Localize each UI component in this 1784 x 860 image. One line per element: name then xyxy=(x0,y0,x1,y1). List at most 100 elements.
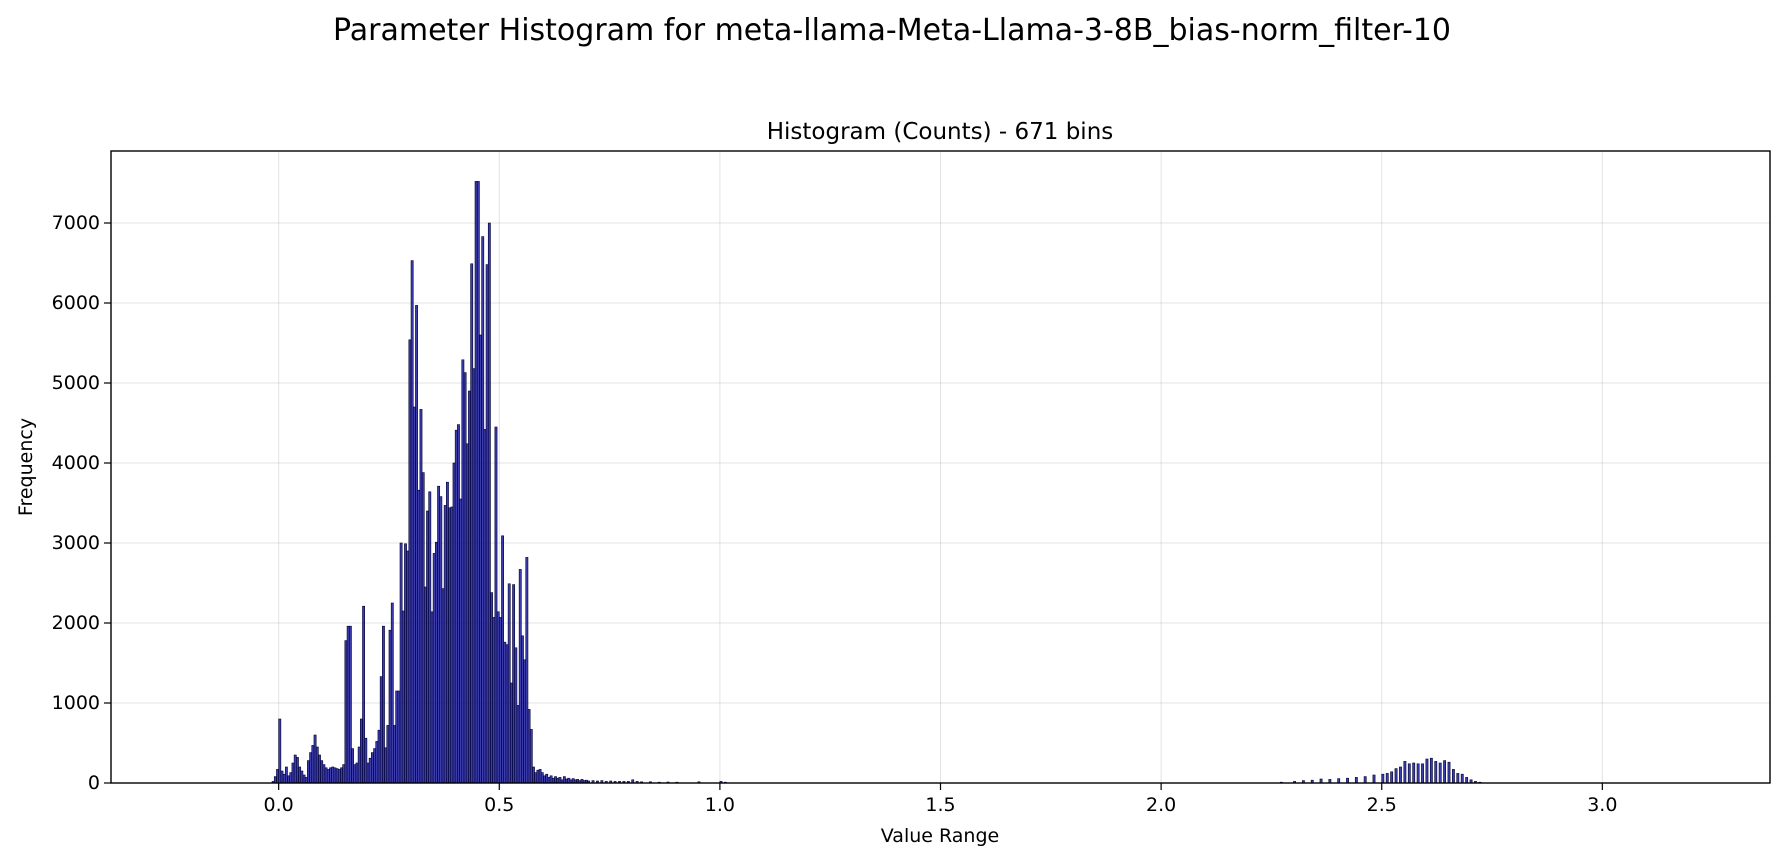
histogram-bar xyxy=(382,625,385,784)
y-tick-label: 3000 xyxy=(52,532,100,554)
histogram-bar xyxy=(276,769,279,784)
histogram-bar xyxy=(1403,761,1407,784)
histogram-bar xyxy=(408,339,412,784)
histogram-bar xyxy=(331,766,335,784)
histogram-bar xyxy=(525,557,529,784)
histogram-bar xyxy=(302,774,306,784)
histogram-bar xyxy=(534,772,538,784)
x-axis-label: Value Range xyxy=(881,825,999,847)
histogram-bar xyxy=(492,617,496,784)
axes-subtitle: Histogram (Counts) - 671 bins xyxy=(767,119,1114,145)
y-tick-label: 4000 xyxy=(52,452,100,474)
histogram-bar xyxy=(296,757,299,784)
histogram-bar xyxy=(465,443,469,784)
histogram-bar xyxy=(311,745,315,784)
histogram-bar xyxy=(532,766,535,784)
histogram-bar xyxy=(357,746,361,784)
histogram-bar xyxy=(538,769,542,784)
histogram-bar xyxy=(485,264,489,784)
histogram-bar xyxy=(1394,768,1398,784)
histogram-bar xyxy=(284,766,288,784)
histogram-bar xyxy=(507,583,511,784)
x-tick-label: 2.5 xyxy=(1367,794,1397,816)
histogram-bar xyxy=(322,764,326,784)
histogram-bar xyxy=(487,222,491,784)
histogram-bar xyxy=(510,682,513,784)
histogram-bar xyxy=(278,718,282,784)
histogram-bar xyxy=(364,737,368,784)
histogram-bar xyxy=(554,776,557,784)
histogram-bar xyxy=(1456,773,1460,784)
histogram-bar xyxy=(543,775,546,784)
histogram-bar xyxy=(313,734,317,784)
histogram-bar xyxy=(324,767,328,784)
histogram-bar xyxy=(388,629,392,784)
histogram-bar xyxy=(432,553,436,784)
histogram-bar xyxy=(1425,758,1429,784)
histogram-bar xyxy=(326,769,330,784)
y-tick-label: 1000 xyxy=(52,692,100,714)
histogram-bar xyxy=(346,625,350,784)
histogram-bar xyxy=(463,372,467,784)
histogram-bar xyxy=(468,390,471,784)
histogram-bar xyxy=(446,481,449,784)
x-tick-label: 0.0 xyxy=(264,794,294,816)
histogram-bar xyxy=(300,770,304,784)
histogram-bar xyxy=(368,757,372,784)
histogram-bar xyxy=(529,729,533,784)
histogram-bar xyxy=(523,659,527,784)
histogram-bar xyxy=(441,588,445,784)
histogram-bar xyxy=(443,505,447,784)
histogram-bar xyxy=(1429,757,1433,784)
histogram-bar xyxy=(393,725,396,784)
histogram-bar xyxy=(329,767,332,784)
histogram-bar xyxy=(545,773,549,784)
histogram-bar xyxy=(503,641,507,784)
histogram-bar xyxy=(337,769,341,784)
histogram-bar xyxy=(472,368,476,784)
histogram-bar xyxy=(1438,762,1442,784)
x-tick-label: 1.0 xyxy=(705,794,735,816)
histogram-bar xyxy=(461,359,465,784)
histogram-bar xyxy=(549,775,553,784)
histogram-bar xyxy=(287,775,290,784)
histogram-bar xyxy=(362,605,366,784)
histogram-bar xyxy=(428,491,432,784)
histogram-bar xyxy=(355,762,359,784)
histogram-bar xyxy=(1421,763,1424,784)
histogram-bar xyxy=(437,485,441,784)
histogram-bar xyxy=(536,769,540,784)
histogram-bar xyxy=(454,429,458,784)
histogram-bar xyxy=(476,181,480,784)
histogram-bar xyxy=(514,647,518,784)
histogram-bar xyxy=(430,611,434,784)
histogram-bar xyxy=(309,752,313,784)
histogram-bar xyxy=(490,592,493,784)
histogram-bar xyxy=(335,768,339,784)
grid-lines xyxy=(111,151,1770,784)
histogram-bar xyxy=(417,489,421,784)
histogram-bar xyxy=(452,462,456,784)
histogram-bar xyxy=(1354,777,1358,784)
histogram-bar xyxy=(419,409,423,784)
histogram-bar xyxy=(379,676,383,784)
histogram-bar xyxy=(371,752,374,784)
histogram-bar xyxy=(567,777,571,784)
histogram-bar xyxy=(423,586,427,784)
x-tick-label: 1.5 xyxy=(925,794,955,816)
y-tick-label: 2000 xyxy=(52,612,100,634)
histogram-bar xyxy=(496,611,500,784)
histogram-bar xyxy=(366,762,370,784)
histogram-bar xyxy=(426,510,429,784)
histogram-bar xyxy=(1390,771,1394,784)
histogram-bar xyxy=(448,507,452,784)
histogram-bar xyxy=(353,764,357,784)
histogram-bar xyxy=(505,644,509,784)
histogram-bar xyxy=(377,729,381,784)
histogram-bar xyxy=(375,741,379,784)
histogram-bar xyxy=(304,777,308,784)
histogram-bar xyxy=(384,747,388,784)
x-tick-label: 2.0 xyxy=(1146,794,1176,816)
histogram-bar xyxy=(386,725,390,784)
histogram-bar xyxy=(1372,774,1376,784)
